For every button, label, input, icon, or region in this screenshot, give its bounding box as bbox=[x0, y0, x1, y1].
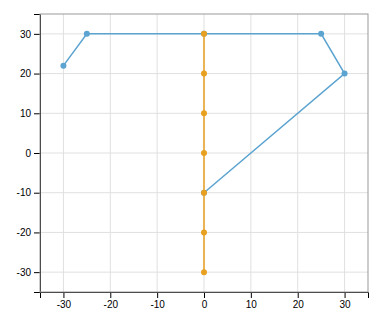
tick-label: -20 bbox=[17, 227, 32, 238]
tick: 0 bbox=[202, 292, 208, 310]
tick-label: 10 bbox=[20, 108, 32, 119]
series bbox=[201, 31, 207, 275]
tick-mark bbox=[204, 292, 205, 298]
grid-line bbox=[63, 14, 64, 292]
point bbox=[342, 71, 348, 77]
tick: 20 bbox=[20, 68, 40, 79]
tick-label: 10 bbox=[246, 299, 258, 310]
plot: -30 -20 -10 0 10 20 30 -30 -20 -10 0 10 20 30 bbox=[17, 14, 369, 310]
point bbox=[201, 190, 207, 196]
tick-label: 30 bbox=[20, 29, 32, 40]
tick-mark bbox=[110, 292, 111, 298]
tick-mark bbox=[34, 34, 40, 35]
tick-label: 0 bbox=[25, 148, 31, 159]
point bbox=[201, 31, 207, 37]
tick-mark bbox=[251, 292, 252, 298]
x-axis: -30 -20 -10 0 10 20 30 bbox=[41, 292, 369, 310]
point bbox=[201, 150, 207, 156]
tick-mark bbox=[34, 153, 40, 154]
tick: -30 bbox=[17, 267, 40, 278]
tick: 20 bbox=[293, 292, 305, 310]
tick-label: 0 bbox=[202, 299, 208, 310]
grid-line bbox=[110, 14, 111, 292]
tick-label: -20 bbox=[104, 299, 119, 310]
tick-label: -30 bbox=[57, 299, 72, 310]
axis-line bbox=[41, 293, 369, 299]
tick: 10 bbox=[20, 108, 40, 119]
grid-line bbox=[157, 14, 158, 292]
tick-mark bbox=[157, 292, 158, 298]
point bbox=[318, 31, 324, 37]
point bbox=[60, 63, 66, 69]
tick-mark bbox=[34, 193, 40, 194]
frame bbox=[40, 14, 368, 292]
tick: 10 bbox=[246, 292, 258, 310]
tick: -10 bbox=[150, 292, 165, 310]
tick-label: 20 bbox=[293, 299, 305, 310]
point bbox=[201, 110, 207, 116]
marks bbox=[60, 31, 347, 275]
point bbox=[201, 71, 207, 77]
grid-line bbox=[297, 14, 298, 292]
tick: -20 bbox=[17, 227, 40, 238]
tick-mark bbox=[34, 272, 40, 273]
point bbox=[201, 190, 207, 196]
tick: 30 bbox=[340, 292, 352, 310]
tick-mark bbox=[345, 292, 346, 298]
tick: -10 bbox=[17, 187, 40, 198]
point bbox=[201, 31, 207, 37]
tick-label: -10 bbox=[17, 187, 32, 198]
tick-label: -30 bbox=[17, 267, 32, 278]
tick: 0 bbox=[25, 148, 40, 159]
point bbox=[84, 31, 90, 37]
tick: 30 bbox=[20, 29, 40, 40]
tick: -20 bbox=[104, 292, 119, 310]
tick-mark bbox=[34, 74, 40, 75]
tick: -30 bbox=[57, 292, 72, 310]
point bbox=[201, 269, 207, 275]
tick-mark bbox=[63, 292, 64, 298]
y-axis: -30 -20 -10 0 10 20 30 bbox=[17, 15, 41, 293]
tick-label: 20 bbox=[20, 68, 32, 79]
chart: -30 -20 -10 0 10 20 30 -30 -20 -10 0 10 20 30 bbox=[0, 0, 384, 320]
tick-label: 30 bbox=[340, 299, 352, 310]
tick-mark bbox=[34, 232, 40, 233]
tick-label: -10 bbox=[150, 299, 165, 310]
tick-mark bbox=[298, 292, 299, 298]
grid-line bbox=[344, 14, 345, 292]
point bbox=[201, 229, 207, 235]
grid bbox=[40, 14, 368, 292]
tick-mark bbox=[34, 113, 40, 114]
